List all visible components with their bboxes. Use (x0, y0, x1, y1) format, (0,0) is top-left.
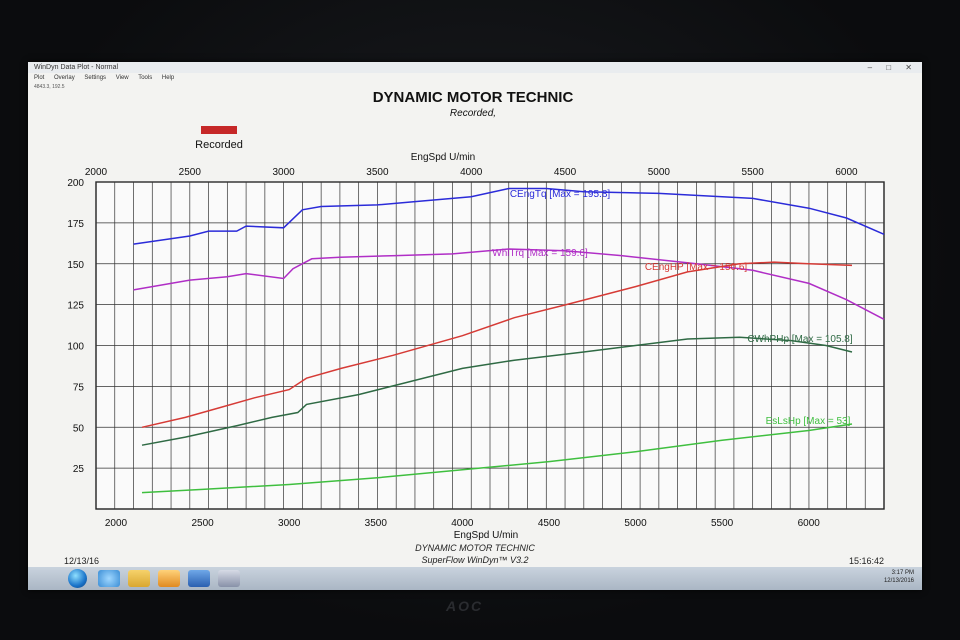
y-tick-label: 50 (73, 423, 85, 434)
x-bottom-tick-label: 3500 (365, 518, 388, 529)
x-top-tick-label: 4000 (460, 167, 483, 178)
x-bottom-tick-label: 4500 (538, 518, 561, 529)
x-top-tick-label: 5500 (742, 167, 765, 178)
monitor-screen: WinDyn Data Plot - Normal – □ ✕ Plot Ove… (28, 62, 922, 590)
x-bottom-tick-label: 5000 (624, 518, 647, 529)
series-line (141, 336, 853, 446)
x-bottom-tick-label: 6000 (798, 518, 821, 529)
series-line (141, 261, 853, 429)
menu-help[interactable]: Help (161, 75, 175, 81)
series-label: CEngHP [Max = 150.6] (645, 262, 748, 273)
x-bottom-tick-label: 3000 (278, 518, 301, 529)
window-titlebar[interactable]: WinDyn Data Plot - Normal – □ ✕ (28, 62, 922, 73)
window-controls[interactable]: – □ ✕ (867, 63, 918, 72)
y-tick-label: 150 (67, 260, 84, 271)
x-top-tick-label: 3000 (272, 167, 295, 178)
cursor-readout: 4843.3, 192.5 (34, 84, 65, 90)
x-top-tick-label: 2000 (85, 167, 108, 178)
footer-company: DYNAMIC MOTOR TECHNIC (415, 543, 535, 553)
series-label: CWhPHp [Max = 105.8] (747, 334, 853, 345)
menu-bar: Plot Overlay Settings View Tools Help (28, 73, 922, 83)
system-tray: 3:17 PM 12/13/2016 (804, 569, 914, 588)
y-tick-label: 175 (67, 219, 84, 230)
x-bottom-tick-label: 2000 (105, 518, 128, 529)
menu-tools[interactable]: Tools (138, 75, 153, 81)
chart-title: DYNAMIC MOTOR TECHNIC (373, 89, 574, 106)
browser-icon[interactable] (98, 570, 120, 587)
y-tick-label: 75 (73, 382, 85, 393)
series-line (141, 423, 853, 494)
series-line (133, 187, 885, 245)
x-top-tick-label: 6000 (835, 167, 858, 178)
series-label: WhlTrq [Max = 159.6] (492, 248, 588, 259)
footer-date: 12/13/16 (64, 556, 100, 566)
y-tick-label: 125 (67, 301, 84, 312)
menu-settings[interactable]: Settings (84, 75, 107, 81)
x-top-axis-label: EngSpd U/min (411, 152, 475, 163)
x-top-tick-label: 4500 (554, 167, 577, 178)
y-tick-label: 25 (73, 464, 85, 475)
folder-icon[interactable] (128, 570, 150, 587)
dyno-tool-icon[interactable] (218, 570, 240, 587)
x-top-tick-label: 3500 (366, 167, 389, 178)
y-tick-label: 200 (67, 178, 84, 189)
footer-software: SuperFlow WinDyn™ V3.2 (421, 555, 529, 565)
start-icon[interactable] (68, 569, 87, 588)
x-top-tick-label: 2500 (179, 167, 202, 178)
monitor-brand-logo: AOC (446, 598, 484, 614)
x-bottom-axis-label: EngSpd U/min (454, 530, 518, 541)
menu-overlay[interactable]: Overlay (54, 75, 75, 81)
y-tick-label: 100 (67, 342, 84, 353)
windyn-app-icon[interactable] (188, 570, 210, 587)
clock-time[interactable]: 3:17 PM (891, 570, 914, 576)
taskbar: 3:17 PM 12/13/2016 (28, 567, 922, 590)
chart-subtitle: Recorded, (450, 108, 496, 119)
x-bottom-tick-label: 4000 (451, 518, 474, 529)
x-bottom-tick-label: 5500 (711, 518, 734, 529)
menu-view[interactable]: View (115, 75, 129, 81)
clock-date[interactable]: 12/13/2016 (883, 578, 914, 584)
series-line (133, 248, 885, 320)
x-top-tick-label: 5000 (648, 167, 671, 178)
series-label: EsLsHp [Max = 53] (766, 416, 851, 427)
legend-label: Recorded (195, 139, 243, 151)
dyno-chart[interactable]: DYNAMIC MOTOR TECHNIC Recorded, Recorded… (28, 62, 922, 567)
footer-time: 15:16:42 (848, 556, 884, 566)
series-label: CEngTq [Max = 195.8] (510, 189, 611, 200)
media-icon[interactable] (158, 570, 180, 587)
window-title: WinDyn Data Plot - Normal (34, 64, 119, 71)
legend-swatch (201, 126, 237, 134)
x-bottom-tick-label: 2500 (191, 518, 214, 529)
menu-plot[interactable]: Plot (34, 75, 45, 81)
